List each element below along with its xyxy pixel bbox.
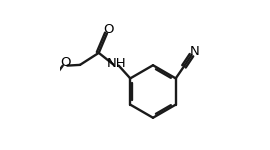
Text: NH: NH xyxy=(106,57,126,70)
Text: O: O xyxy=(60,56,70,69)
Text: O: O xyxy=(104,23,114,36)
Text: N: N xyxy=(189,45,199,58)
